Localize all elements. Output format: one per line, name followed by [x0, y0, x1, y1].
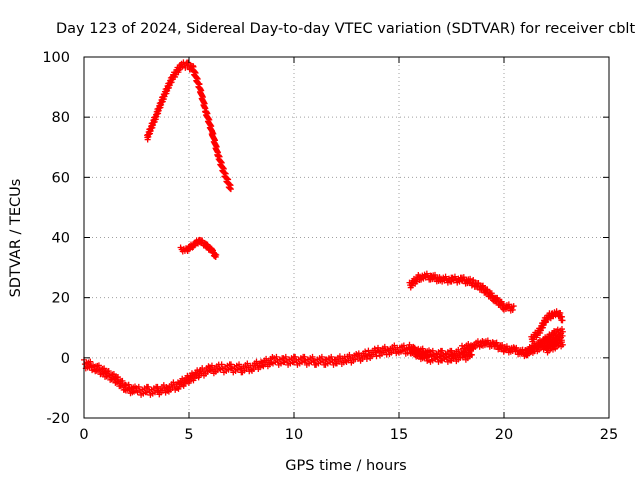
data-point	[125, 381, 132, 388]
data-point	[236, 361, 243, 368]
series-arc-9	[543, 337, 566, 356]
series-arc-1	[144, 59, 234, 193]
y-tick-label: 20	[52, 291, 70, 307]
data-point	[433, 350, 440, 357]
data-point	[406, 341, 413, 348]
data-point	[559, 328, 566, 335]
series-arc-2	[177, 236, 220, 260]
y-axis-label: SDTVAR / TECUs	[8, 179, 24, 298]
data-point	[423, 270, 430, 277]
y-tick-label: 100	[42, 50, 70, 66]
data-point	[432, 271, 438, 278]
data-point	[185, 59, 192, 66]
data-point	[475, 280, 482, 287]
y-tick-label: 80	[52, 110, 70, 126]
data-series	[81, 59, 566, 398]
x-tick-label: 5	[184, 427, 193, 443]
data-point	[439, 347, 446, 354]
data-point	[451, 273, 458, 280]
data-point	[145, 383, 152, 390]
data-point	[309, 353, 316, 360]
chart-title: Day 123 of 2024, Sidereal Day-to-day VTE…	[56, 21, 635, 37]
data-point	[110, 370, 117, 377]
data-point	[213, 251, 220, 258]
x-tick-label: 0	[79, 427, 88, 443]
data-point	[373, 353, 380, 360]
data-point	[559, 317, 566, 324]
data-point	[227, 186, 234, 193]
data-point	[513, 344, 520, 351]
data-point	[273, 353, 280, 360]
data-point	[460, 274, 467, 281]
data-point	[509, 306, 516, 313]
data-point	[328, 353, 335, 360]
data-point	[318, 353, 325, 360]
data-point	[101, 365, 108, 372]
data-point	[422, 349, 429, 356]
x-tick-label: 10	[285, 427, 303, 443]
data-point	[465, 341, 472, 348]
data-point	[105, 367, 112, 374]
data-point	[228, 361, 234, 368]
y-tick-label: 40	[52, 231, 70, 247]
data-point	[470, 277, 477, 284]
x-tick-label: 20	[495, 427, 513, 443]
y-tick-label: -20	[46, 411, 70, 427]
data-point	[510, 303, 517, 310]
data-point	[292, 353, 299, 360]
data-point	[95, 362, 102, 369]
axis-ticks: 0 5 10 15 20 25 -20 0 20 40 60 80 100	[42, 50, 618, 443]
series-arc-6	[406, 270, 517, 314]
data-point	[135, 383, 142, 390]
data-point	[282, 353, 289, 360]
data-point	[467, 275, 474, 282]
data-point	[558, 339, 565, 346]
x-tick-label: 25	[600, 427, 618, 443]
data-point	[559, 341, 566, 348]
x-tick-label: 15	[390, 427, 408, 443]
x-axis-label: GPS time / hours	[285, 458, 406, 474]
data-point	[468, 351, 475, 358]
data-point	[442, 350, 449, 357]
data-point	[411, 344, 418, 351]
data-point	[362, 348, 369, 355]
y-tick-label: 60	[52, 170, 70, 186]
y-tick-label: 0	[61, 351, 70, 367]
series-arc-8	[522, 326, 566, 359]
data-point	[558, 326, 565, 333]
data-point	[87, 358, 94, 365]
data-point	[429, 347, 436, 354]
data-point	[301, 353, 308, 360]
data-point	[493, 339, 500, 346]
data-point	[400, 342, 407, 349]
series-arc-7	[528, 308, 566, 345]
data-point	[442, 273, 449, 280]
data-point	[218, 361, 225, 368]
